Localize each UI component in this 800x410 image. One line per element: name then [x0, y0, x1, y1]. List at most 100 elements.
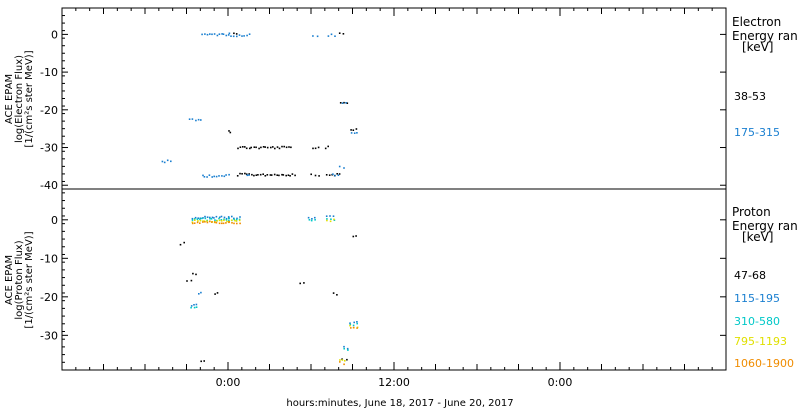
proton-series-5-point — [222, 222, 225, 225]
electron-series-1-point — [291, 173, 294, 175]
proton-legend-title-1: Proton — [732, 205, 771, 219]
electron-series-2-point — [246, 34, 248, 37]
electron-legend-title-1: Electron — [732, 15, 781, 29]
proton-series-3-point — [196, 218, 199, 220]
proton-series-5-point — [356, 327, 358, 329]
electron-series-2-point — [230, 35, 232, 37]
proton-series-3-point — [228, 219, 230, 222]
proton-y-ticks: 0 -10 -20 -30 — [40, 192, 726, 371]
electron-series-1-point — [266, 174, 269, 176]
electron-series-2-point — [188, 118, 191, 120]
electron-series-2-point — [213, 33, 216, 35]
proton-series-2-point — [197, 217, 199, 219]
electron-series-2-point — [246, 174, 249, 177]
electron-series-2-point — [232, 35, 235, 38]
electron-series-1-point — [233, 32, 235, 35]
electron-series-1-point — [269, 174, 272, 176]
electron-series-1-point — [339, 102, 342, 104]
electron-series-2-point — [163, 161, 166, 164]
proton-series-5-point — [208, 220, 211, 223]
electron-series-2-point — [218, 33, 221, 35]
proton-series-2-point — [311, 218, 313, 220]
electron-ylabel-line1: ACE EPAM — [4, 74, 15, 124]
proton-series-3-point — [201, 217, 203, 220]
proton-series-1-point — [203, 360, 205, 362]
electron-series-1-point — [289, 175, 291, 177]
proton-series-1-point — [299, 282, 301, 285]
proton-legend-entry-2: 115-195 — [734, 292, 780, 305]
proton-series-4-point — [202, 220, 204, 222]
electron-series-1-point — [253, 174, 255, 177]
proton-series-4-point — [234, 219, 236, 222]
proton-series-5-point — [206, 221, 209, 224]
electron-series-1-point — [342, 33, 345, 35]
electron-series-1-point — [317, 146, 320, 149]
proton-series-2-point — [231, 215, 233, 218]
electron-series-1-point — [310, 173, 312, 176]
electron-series-1-point — [264, 175, 267, 177]
electron-series-2-point — [341, 102, 344, 104]
proton-ytick-label: -10 — [40, 252, 58, 265]
electron-series-2-point — [208, 174, 211, 176]
electron-series-2-point — [330, 33, 333, 36]
proton-series-5-point — [228, 221, 230, 224]
electron-series-2-point — [216, 34, 219, 37]
electron-series-1-point — [273, 173, 276, 176]
proton-series-2-point — [190, 305, 193, 307]
proton-series-2-point — [215, 215, 218, 218]
electron-series-1-point — [274, 147, 276, 150]
proton-series-2-point — [213, 217, 215, 219]
electron-series-2-point — [195, 119, 197, 122]
proton-series-4-point — [216, 220, 218, 222]
proton-series-2-point — [356, 321, 358, 323]
x-tick-label: 12:00 — [378, 376, 410, 389]
proton-series-5-point — [239, 222, 241, 225]
proton-series-2-point — [209, 216, 211, 219]
proton-series-3-point — [199, 218, 201, 221]
electron-series-1-point — [276, 174, 278, 176]
proton-series-2-point — [193, 304, 195, 306]
electron-series-2-point — [213, 175, 215, 178]
electron-series-2-point — [228, 173, 230, 176]
electron-panel: 0 -10 -20 -30 -40 ACE EPAM log(Electron Flux… — [4, 7, 798, 192]
proton-series-1-point — [346, 358, 348, 361]
electron-legend-title-3: [keV] — [742, 40, 773, 54]
electron-series-1-point — [294, 174, 296, 177]
proton-series-2-point — [206, 216, 209, 218]
proton-series-3-point — [204, 217, 207, 220]
proton-series-5-point — [233, 222, 235, 225]
proton-series-1-point — [214, 293, 216, 295]
electron-series-2-point — [201, 33, 203, 36]
proton-ylabel-line2: log(Proton Flux) — [14, 240, 25, 319]
electron-series-2-point — [204, 33, 206, 35]
electron-series-1-point — [281, 173, 283, 176]
electron-series-2-point — [248, 174, 250, 176]
proton-series-3-point — [310, 219, 313, 222]
proton-plot-frame — [61, 188, 727, 371]
electron-series-2-point — [206, 33, 209, 36]
proton-series-3-point — [214, 219, 216, 221]
proton-series-4-point — [235, 220, 238, 222]
proton-series-5-point — [343, 363, 345, 366]
electron-series-2-point — [225, 34, 228, 37]
electron-series-1-point — [248, 173, 250, 175]
proton-series-2-point — [346, 347, 349, 350]
electron-series-2-point — [206, 176, 208, 178]
proton-series-5-point — [214, 221, 216, 223]
proton-series-3-point — [220, 219, 223, 221]
proton-series-4-point — [349, 324, 351, 327]
electron-series-1-point — [262, 146, 265, 148]
proton-series-5-point — [225, 222, 227, 224]
proton-series-5-point — [211, 221, 213, 223]
electron-series-1-point — [250, 146, 252, 149]
proton-series-4-point — [344, 360, 346, 362]
proton-data-marks — [179, 215, 359, 366]
electron-series-1-point — [236, 175, 239, 177]
electron-series-1-point — [251, 173, 253, 176]
proton-series-3-point — [209, 217, 211, 220]
electron-series-2-point — [225, 174, 227, 176]
electron-series-2-point — [200, 119, 202, 121]
electron-series-1-point — [257, 174, 259, 176]
proton-series-3-point — [343, 347, 345, 350]
proton-series-4-point — [197, 220, 199, 222]
